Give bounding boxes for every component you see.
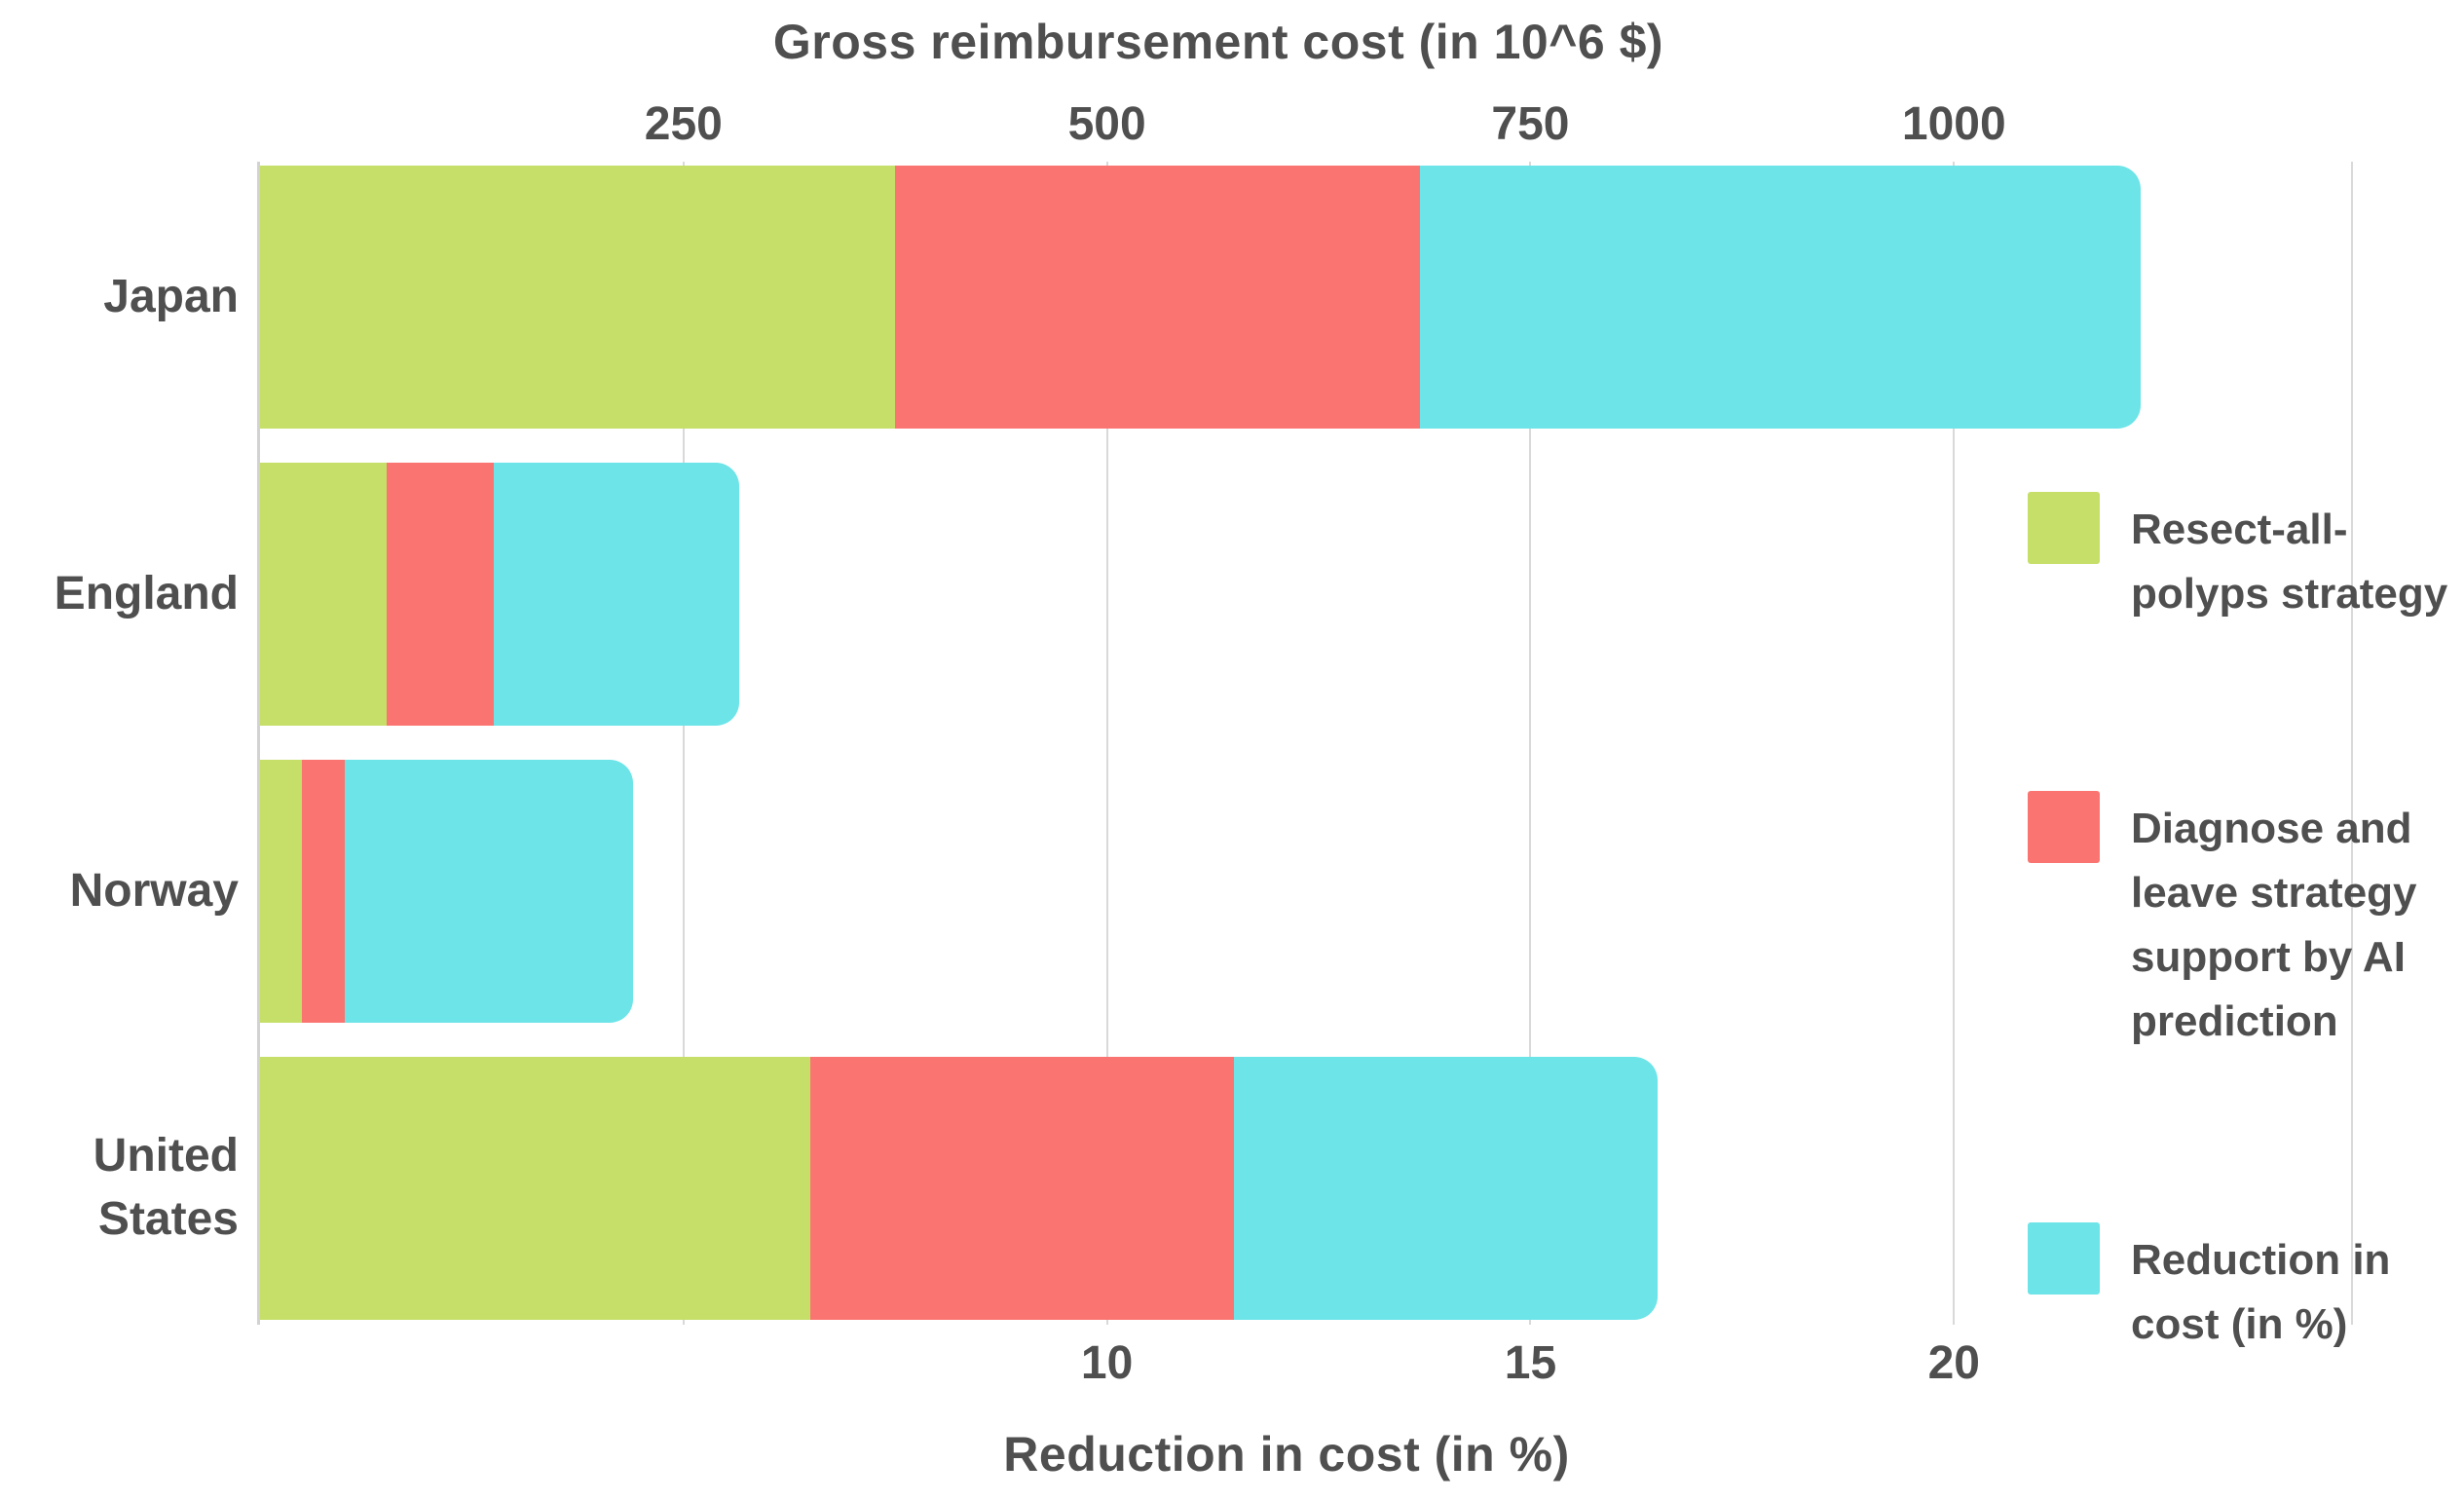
bar-segment-reduction — [1234, 1057, 1658, 1320]
bar-segment-resect-all — [260, 166, 896, 429]
category-label: Norway — [0, 760, 239, 1023]
bar-row — [260, 166, 2352, 429]
legend-label: Diagnose and leave strategy support by A… — [2131, 805, 2417, 1045]
bottom-axis-title: Reduction in cost (in %) — [1003, 1427, 1570, 1482]
gridline — [682, 162, 685, 1325]
category-label: Japan — [0, 166, 239, 429]
bar-segment-resect-all — [260, 1057, 811, 1320]
bar-row — [260, 760, 2352, 1023]
bar-segment-reduction — [494, 463, 740, 726]
bar-segment-resect-all — [260, 463, 388, 726]
bar-segment-resect-all — [260, 760, 303, 1023]
legend-swatch — [2028, 1222, 2100, 1295]
legend-swatch — [2028, 791, 2100, 863]
gridline — [1529, 162, 1532, 1325]
top-tick-label: 250 — [644, 98, 723, 150]
legend: Resect-all-polyps strategy Diagnose and l… — [2028, 0, 2464, 1501]
category-label-text: Norway — [69, 864, 239, 917]
legend-label: Resect-all-polyps strategy — [2131, 506, 2448, 618]
bar-segment-reduction — [344, 760, 633, 1023]
bar-segment-reduction — [1420, 166, 2141, 429]
category-label: United States — [0, 1057, 239, 1320]
legend-item: Resect-all-polyps strategy — [2028, 492, 2464, 626]
bar-segment-diagnose-leave — [810, 1057, 1235, 1320]
legend-label: Reduction in cost (in %) — [2131, 1236, 2391, 1348]
top-tick-label: 500 — [1067, 98, 1146, 150]
top-tick-label: 1000 — [1901, 98, 2006, 150]
bar-segment-diagnose-leave — [895, 166, 1421, 429]
category-label-text: England — [54, 567, 239, 619]
bar-row — [260, 1057, 2352, 1320]
legend-item: Diagnose and leave strategy support by A… — [2028, 791, 2464, 1054]
top-axis-title: Gross reimbursement cost (in 10^6 $) — [772, 15, 1664, 69]
category-label-text: United States — [93, 1130, 239, 1245]
gridline — [2351, 162, 2353, 1325]
bottom-tick-label: 20 — [1927, 1337, 1980, 1389]
top-tick-label: 750 — [1491, 98, 1570, 150]
left-axis-line — [257, 162, 260, 1325]
bottom-tick-label: 15 — [1504, 1337, 1557, 1389]
bar-segment-diagnose-leave — [302, 760, 345, 1023]
bar-row — [260, 463, 2352, 726]
gridline — [1105, 162, 1108, 1325]
legend-swatch — [2028, 492, 2100, 564]
legend-item: Reduction in cost (in %) — [2028, 1222, 2464, 1357]
bottom-tick-label: 10 — [1080, 1337, 1134, 1389]
bar-segment-diagnose-leave — [387, 463, 494, 726]
category-label-text: Japan — [103, 270, 239, 322]
gridline — [1953, 162, 1956, 1325]
category-label: England — [0, 463, 239, 726]
